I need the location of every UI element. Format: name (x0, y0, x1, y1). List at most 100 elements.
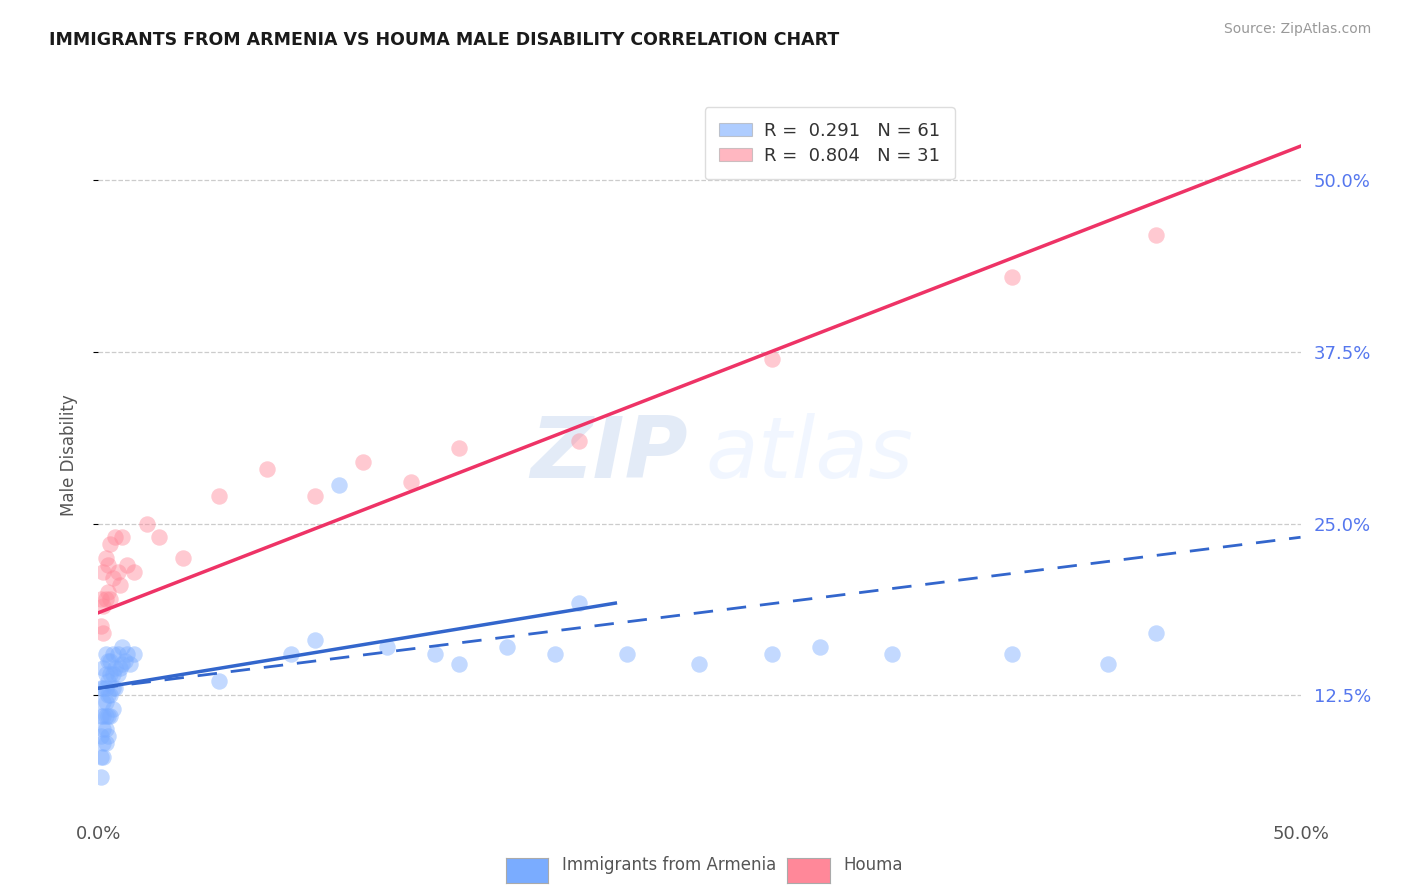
Text: atlas: atlas (706, 413, 914, 497)
Point (761, 647, 783, 661)
Point (208, 674, 231, 689)
Point (97, 708, 120, 723)
Point (91, 626, 114, 640)
Point (100, 592, 122, 607)
Point (1144, 228, 1167, 243)
Point (761, 351, 783, 366)
Point (423, 647, 446, 661)
Point (616, 647, 638, 661)
Point (94, 723, 117, 737)
Point (375, 640, 398, 654)
Point (104, 660, 127, 674)
Point (117, 647, 139, 661)
Text: ZIP: ZIP (530, 413, 688, 497)
Point (1001, 269, 1024, 284)
Legend: R =  0.291   N = 61, R =  0.804   N = 31: R = 0.291 N = 61, R = 0.804 N = 31 (704, 107, 955, 179)
Point (91, 723, 114, 737)
Point (97, 729, 120, 743)
Point (118, 657, 141, 671)
Point (91, 599, 114, 613)
Point (97, 558, 120, 572)
Point (90, 681, 112, 696)
Point (256, 461, 278, 475)
Text: Houma: Houma (844, 856, 903, 874)
Point (304, 489, 326, 503)
Point (91, 708, 114, 723)
Point (107, 647, 129, 661)
Point (107, 667, 129, 681)
Point (104, 681, 127, 696)
Point (496, 640, 519, 654)
Point (94, 736, 117, 750)
Point (208, 489, 231, 503)
Point (1144, 626, 1167, 640)
Point (100, 537, 122, 551)
Point (111, 530, 134, 544)
Point (1001, 647, 1024, 661)
Point (94, 647, 117, 661)
Point (91, 695, 114, 709)
Point (91, 749, 114, 764)
Point (90, 708, 112, 723)
Point (111, 657, 134, 671)
Point (124, 565, 146, 579)
Point (90, 592, 112, 607)
Point (148, 530, 170, 544)
Point (689, 657, 711, 671)
Text: Immigrants from Armenia: Immigrants from Armenia (562, 856, 776, 874)
Point (104, 530, 127, 544)
Point (101, 647, 124, 661)
Y-axis label: Male Disability: Male Disability (59, 394, 77, 516)
Point (94, 667, 117, 681)
Point (568, 434, 591, 449)
Point (91, 681, 114, 696)
Point (101, 667, 124, 681)
Point (101, 702, 124, 716)
Point (94, 550, 117, 565)
Point (880, 647, 903, 661)
Point (90, 729, 112, 743)
Point (328, 478, 350, 492)
Point (100, 688, 122, 702)
Point (97, 688, 120, 702)
Point (447, 657, 470, 671)
Point (352, 455, 374, 469)
Point (544, 647, 567, 661)
Point (101, 571, 124, 585)
Point (1097, 657, 1119, 671)
Point (108, 660, 131, 674)
Point (135, 516, 157, 531)
Point (91, 660, 114, 674)
Point (90, 619, 112, 633)
Point (94, 695, 117, 709)
Point (117, 558, 139, 572)
Text: IMMIGRANTS FROM ARMENIA VS HOUMA MALE DISABILITY CORRELATION CHART: IMMIGRANTS FROM ARMENIA VS HOUMA MALE DI… (49, 31, 839, 49)
Point (94, 592, 117, 607)
Point (100, 654, 122, 668)
Point (399, 475, 422, 490)
Point (114, 654, 136, 668)
Point (124, 647, 146, 661)
Point (111, 640, 134, 654)
Point (808, 640, 831, 654)
Point (90, 771, 112, 785)
Point (97, 585, 120, 599)
Point (107, 565, 129, 579)
Point (100, 667, 122, 681)
Point (94, 708, 117, 723)
Point (568, 596, 591, 610)
Point (172, 550, 194, 565)
Point (91, 736, 114, 750)
Point (94, 681, 117, 696)
Point (91, 565, 114, 579)
Point (304, 633, 326, 648)
Text: Source: ZipAtlas.com: Source: ZipAtlas.com (1223, 22, 1371, 37)
Point (108, 578, 131, 592)
Point (90, 749, 112, 764)
Point (280, 647, 302, 661)
Point (97, 674, 120, 689)
Point (100, 708, 122, 723)
Point (447, 441, 470, 455)
Point (97, 654, 120, 668)
Point (101, 681, 124, 696)
